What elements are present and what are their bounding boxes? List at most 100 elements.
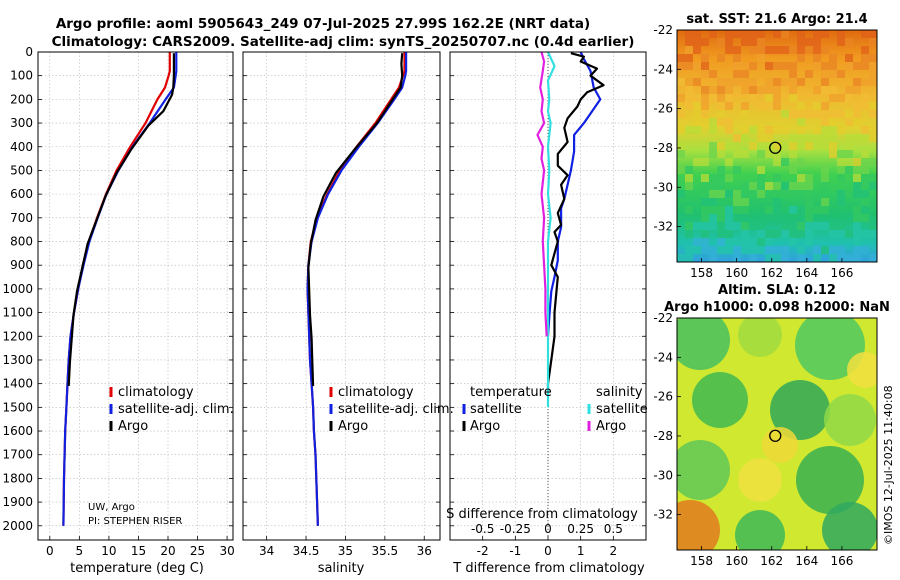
tick-label-x: 0 bbox=[46, 544, 54, 558]
tick-label-x: 0 bbox=[544, 544, 552, 558]
depth-tick-label: 500 bbox=[10, 163, 33, 177]
depth-tick-label: 1300 bbox=[2, 353, 33, 367]
map-tick-label-x: 158 bbox=[690, 554, 713, 568]
tick-label-x: 5 bbox=[76, 544, 84, 558]
map-tick-label-x: 162 bbox=[760, 554, 783, 568]
tick-label-x: 34.5 bbox=[293, 544, 320, 558]
map-tick-label-x: 166 bbox=[830, 266, 853, 280]
depth-tick-label: 2000 bbox=[2, 519, 33, 533]
map-tick-label-y: -30 bbox=[653, 180, 673, 194]
sst-map-image bbox=[677, 30, 877, 262]
tick-label-x: 2 bbox=[610, 544, 618, 558]
temperature-legend: climatology satellite-adj. clim. Argo bbox=[109, 385, 234, 434]
map-tick-label-y: -24 bbox=[653, 62, 673, 76]
map-tick-label-y: -32 bbox=[653, 220, 673, 234]
tick-label-x: 30 bbox=[219, 544, 234, 558]
sst-map-ticks: 158 160 162 164 166 -22 -24 -26 -28 -30 -32 bbox=[653, 23, 853, 280]
depth-tick-label: 0 bbox=[25, 45, 33, 59]
map-tick-label-x: 160 bbox=[725, 266, 748, 280]
depth-tick-label: 600 bbox=[10, 187, 33, 201]
diff-top-tick-label: 0 bbox=[544, 522, 552, 536]
sst-argo-location-marker bbox=[769, 141, 782, 154]
map-tick-label-x: 160 bbox=[725, 554, 748, 568]
sla-map-ticks: 158 160 162 164 166 -22 -24 -26 -28 -30 -32 bbox=[653, 311, 853, 568]
tick-label-x: 15 bbox=[131, 544, 146, 558]
salinity-legend: climatology satellite-adj. clim. Argo bbox=[329, 385, 454, 434]
sal-legend-argo-label: Argo bbox=[338, 419, 368, 434]
title-line-2: Climatology: CARS2009. Satellite-adj cli… bbox=[52, 34, 635, 50]
plot-frame bbox=[449, 51, 647, 541]
depth-tick-label: 1200 bbox=[2, 329, 33, 343]
diff-top-tick-label: 0.5 bbox=[604, 522, 623, 536]
sla-map-image bbox=[677, 318, 877, 550]
diff-legend-t-argo-label: Argo bbox=[470, 419, 500, 434]
series-s-argo bbox=[536, 51, 548, 337]
difference-legend: temperature satellite Argo salinity sate… bbox=[462, 385, 648, 434]
map-tick-label-x: 164 bbox=[795, 266, 818, 280]
credit-institution: UW, Argo bbox=[88, 502, 135, 513]
depth-tick-label: 1700 bbox=[2, 448, 33, 462]
diff-legend-temperature-title: temperature bbox=[470, 385, 552, 400]
diff-legend-s-argo-label: Argo bbox=[596, 419, 626, 434]
imos-credit: ©IMOS 12-Jul-2025 11:40:08 bbox=[882, 385, 895, 545]
legend-argo-label: Argo bbox=[118, 419, 148, 434]
map-tick-label-y: -28 bbox=[653, 429, 673, 443]
depth-tick-label: 1100 bbox=[2, 306, 33, 320]
map-tick-label-y: -30 bbox=[653, 468, 673, 482]
tick-label-x: 35.5 bbox=[371, 544, 398, 558]
depth-tick-label: 400 bbox=[10, 140, 33, 154]
sal-legend-climatology-label: climatology bbox=[338, 385, 414, 400]
series-t-satellite bbox=[546, 51, 602, 337]
diff-top-ticks: -0.5 -0.25 0 0.25 0.5 bbox=[471, 522, 623, 536]
map-tick-label-x: 166 bbox=[830, 554, 853, 568]
series-s-satellite bbox=[546, 51, 556, 408]
sla-map-title-1: Altim. SLA: 0.12 bbox=[718, 283, 836, 298]
map-tick-label-x: 158 bbox=[690, 266, 713, 280]
map-tick-label-x: 162 bbox=[760, 266, 783, 280]
depth-tick-label: 1400 bbox=[2, 377, 33, 391]
map-tick-label-y: -26 bbox=[653, 102, 673, 116]
sst-map-title: sat. SST: 21.6 Argo: 21.4 bbox=[686, 12, 867, 27]
depth-tick-label: 800 bbox=[10, 235, 33, 249]
tick-label-x: 34 bbox=[259, 544, 274, 558]
depth-tick-label: 1800 bbox=[2, 471, 33, 485]
sla-map-frame bbox=[676, 317, 878, 551]
diff-top-tick-label: 0.25 bbox=[567, 522, 594, 536]
tick-label-x: 25 bbox=[190, 544, 205, 558]
diff-legend-salinity-title: salinity bbox=[596, 385, 643, 400]
tick-label-x: 1 bbox=[577, 544, 585, 558]
depth-axis: 0 100 200 300 400 500 600 700 800 900 1000 1100 1200… bbox=[2, 45, 33, 533]
depth-tick-label: 900 bbox=[10, 258, 33, 272]
sst-map-frame bbox=[676, 29, 878, 263]
series-argo bbox=[67, 53, 175, 387]
depth-tick-label: 1600 bbox=[2, 424, 33, 438]
plot-frame bbox=[37, 51, 234, 541]
map-tick-label-y: -28 bbox=[653, 141, 673, 155]
depth-tick-label: 700 bbox=[10, 211, 33, 225]
map-tick-label-y: -26 bbox=[653, 390, 673, 404]
tick-label-x: 20 bbox=[160, 544, 175, 558]
series-t-argo bbox=[546, 52, 605, 396]
diff-top-xlabel: S difference from climatology bbox=[446, 507, 638, 522]
temperature-xlabel: temperature (deg C) bbox=[70, 561, 204, 576]
tick-label-x: 35 bbox=[338, 544, 353, 558]
diff-legend-s-sat-label: satellite bbox=[596, 402, 648, 417]
depth-tick-label: 1900 bbox=[2, 495, 33, 509]
sal-legend-satellite-label: satellite-adj. clim. bbox=[338, 402, 454, 417]
depth-tick-label: 100 bbox=[10, 69, 33, 83]
tick-label-x: 10 bbox=[101, 544, 116, 558]
sla-map-title-2: Argo h1000: 0.098 h2000: NaN bbox=[664, 300, 890, 315]
diff-top-tick-label: -0.5 bbox=[471, 522, 494, 536]
depth-tick-label: 200 bbox=[10, 92, 33, 106]
depth-tick-label: 1500 bbox=[2, 400, 33, 414]
map-tick-label-y: -32 bbox=[653, 508, 673, 522]
salinity-panel: 34 34.5 35 35.5 36 bbox=[242, 51, 441, 558]
map-tick-label-y: -22 bbox=[653, 23, 673, 37]
diff-legend-t-sat-label: satellite bbox=[470, 402, 522, 417]
tick-label-x: -1 bbox=[509, 544, 521, 558]
depth-tick-label: 300 bbox=[10, 116, 33, 130]
difference-xlabel: T difference from climatology bbox=[452, 561, 645, 576]
map-tick-label-y: -24 bbox=[653, 350, 673, 364]
diff-top-tick-label: -0.25 bbox=[500, 522, 531, 536]
